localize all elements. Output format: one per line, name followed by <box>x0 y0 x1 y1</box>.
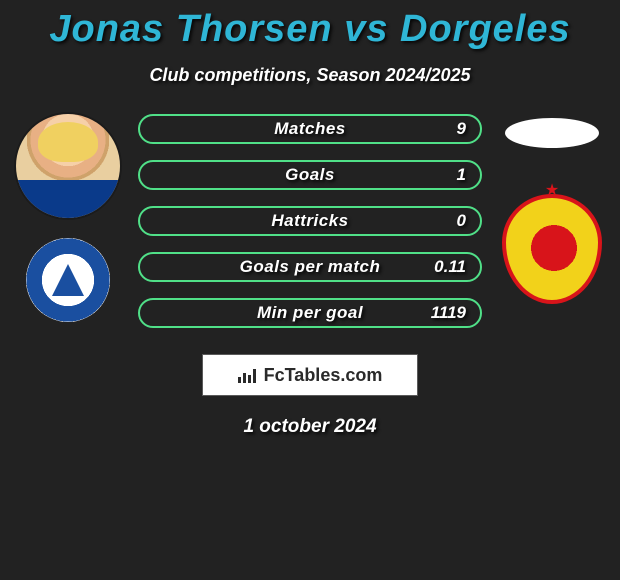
stat-row-min-per-goal: Min per goal 1119 <box>138 298 482 328</box>
left-player-column <box>8 114 128 322</box>
stat-label: Min per goal <box>257 303 363 323</box>
subtitle: Club competitions, Season 2024/2025 <box>0 65 620 86</box>
stat-value: 0 <box>457 208 466 234</box>
branding-text: FcTables.com <box>264 365 383 386</box>
stat-value: 1119 <box>431 300 466 326</box>
right-player-column <box>492 114 612 304</box>
shield-icon <box>502 194 602 304</box>
branding-box[interactable]: FcTables.com <box>202 354 418 396</box>
stat-row-goals: Goals 1 <box>138 160 482 190</box>
stat-label: Goals <box>285 165 335 185</box>
stat-value: 9 <box>457 116 466 142</box>
comparison-panel: Matches 9 Goals 1 Hattricks 0 Goals per … <box>0 114 620 344</box>
bar-chart-icon <box>238 367 258 383</box>
stat-row-hattricks: Hattricks 0 <box>138 206 482 236</box>
stat-value: 1 <box>457 162 466 188</box>
stat-label: Matches <box>274 119 346 139</box>
stat-value: 0.11 <box>434 254 466 280</box>
stats-list: Matches 9 Goals 1 Hattricks 0 Goals per … <box>138 114 482 344</box>
player-photo-left <box>16 114 120 218</box>
club-badge-right <box>502 184 602 304</box>
stat-label: Hattricks <box>271 211 348 231</box>
club-badge-left <box>26 238 110 322</box>
stat-row-matches: Matches 9 <box>138 114 482 144</box>
player-photo-right-placeholder <box>505 118 599 148</box>
footer-date: 1 october 2024 <box>0 416 620 438</box>
page-title: Jonas Thorsen vs Dorgeles <box>0 0 620 51</box>
stat-row-goals-per-match: Goals per match 0.11 <box>138 252 482 282</box>
stat-label: Goals per match <box>240 257 381 277</box>
